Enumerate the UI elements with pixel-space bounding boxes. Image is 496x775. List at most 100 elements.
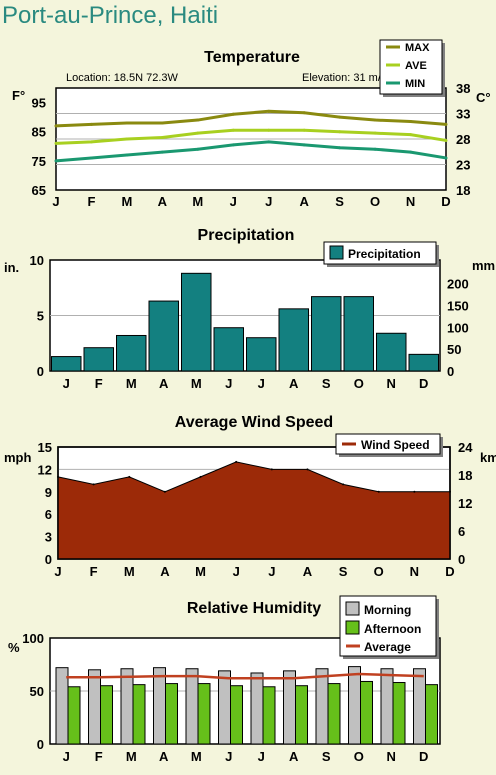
humidity-legend-swatch-afternoon [345,620,360,635]
humidity-afternoon-bar-3 [165,683,178,745]
temp-month-7: A [299,194,309,209]
wind-point-3 [163,490,166,493]
humidity-morning-bar-3 [153,667,166,745]
temp-point-max-8 [338,115,342,119]
precip-right-tick-0: 200 [447,277,469,292]
temp-ylabel-left: F° [12,88,25,103]
wind-ylabel-left: mph [4,450,32,465]
wind-ylabel-right: km [480,450,496,465]
temp-point-max-6 [267,109,271,113]
humidity-morning-bar-6 [250,672,264,745]
precip-left-tick-0: 10 [30,253,44,268]
humidity-afternoon-bar-5 [230,685,243,745]
humidity-legend-label-average: Average [364,640,411,654]
wind-point-9 [377,490,380,493]
temp-point-ave-1 [89,140,93,144]
temp-point-min-8 [338,146,342,150]
precip-bar-7 [278,308,309,372]
temp-point-min-10 [409,150,413,154]
precip-bar-5 [213,327,244,372]
humidity-title: Relative Humidity [187,600,321,617]
temp-point-ave-11 [444,138,448,142]
temp-right-tick-4: 18 [456,183,470,198]
wind-month-2: M [124,564,135,579]
wind-right-tick-4: 0 [458,552,465,567]
temp-point-ave-4 [196,131,200,135]
precip-bar-10 [376,332,407,372]
humidity-month-5: J [225,749,232,764]
precip-legend-swatch [329,245,344,260]
temp-point-ave-6 [267,128,271,132]
humidity-left-tick-0: 100 [22,631,44,646]
wind-month-0: J [54,564,61,579]
wind-right-tick-1: 18 [458,468,472,483]
wind-point-10 [413,490,416,493]
temp-left-tick-3: 65 [32,183,46,198]
humidity-month-2: M [126,749,137,764]
wind-left-tick-4: 3 [45,530,52,545]
humidity-legend-label-morning: Morning [364,603,411,617]
temp-left-tick-1: 85 [32,125,46,140]
wind-right-tick-3: 6 [458,524,465,539]
humidity-month-7: A [289,749,299,764]
wind-legend-label: Wind Speed [361,438,430,452]
wind-point-1 [92,483,95,486]
humidity-afternoon-bar-1 [100,685,113,745]
humidity-average-line [66,672,424,680]
temp-point-min-3 [160,150,164,154]
wind-left-tick-3: 6 [45,507,52,522]
humidity-morning-bar-10 [380,668,394,745]
humidity-morning-bar-8 [315,668,329,745]
temp-point-min-1 [89,156,93,160]
precip-month-3: A [159,376,169,391]
temp-point-max-10 [409,120,413,124]
humidity-morning-bar-7 [283,670,296,745]
precip-bar-8 [311,296,342,372]
humidity-morning-bar-1 [88,669,101,745]
wind-month-3: A [160,564,170,579]
temp-month-11: D [441,194,450,209]
humidity-morning-bar-4 [185,668,199,745]
precip-month-8: S [322,376,331,391]
precip-right-tick-3: 50 [447,342,461,357]
temp-point-min-2 [125,153,129,157]
precip-month-5: J [225,376,232,391]
precip-bar-0 [51,356,82,372]
precip-month-6: J [258,376,265,391]
humidity-afternoon-bar-9 [360,680,373,745]
precip-month-10: N [387,376,396,391]
precip-bar-6 [246,337,277,372]
temp-right-tick-3: 23 [456,158,470,173]
humidity-morning-bar-11 [413,668,426,745]
temp-month-6: J [265,194,272,209]
precip-month-11: D [419,376,428,391]
wind-point-6 [270,468,273,471]
wind-month-10: N [410,564,419,579]
precip-ylabel-left: in. [4,260,19,275]
wind-left-tick-0: 15 [38,440,52,455]
temp-point-min-5 [231,143,235,147]
wind-right-tick-0: 24 [458,440,473,455]
page-title: Port-au-Prince, Haiti [2,2,219,29]
temp-line-ave [55,128,447,145]
humidity-month-1: F [95,749,103,764]
temp-point-ave-0 [54,141,58,145]
precip-month-2: M [126,376,137,391]
temp-point-ave-10 [409,133,413,137]
wind-month-7: A [303,564,313,579]
precip-bar-9 [343,296,374,372]
wind-left-tick-5: 0 [45,552,52,567]
humidity-afternoon-bar-8 [327,683,341,745]
humidity-month-4: M [191,749,202,764]
precip-ylabel-right: mm [472,258,495,273]
temp-point-max-11 [444,122,448,126]
temp-month-9: O [370,194,380,209]
humidity-month-3: A [159,749,169,764]
temp-point-ave-8 [338,130,342,134]
temp-point-max-3 [160,121,164,125]
precip-bar-11 [408,353,439,372]
humidity-month-9: O [354,749,364,764]
wind-point-8 [342,483,345,486]
wind-month-6: J [268,564,275,579]
